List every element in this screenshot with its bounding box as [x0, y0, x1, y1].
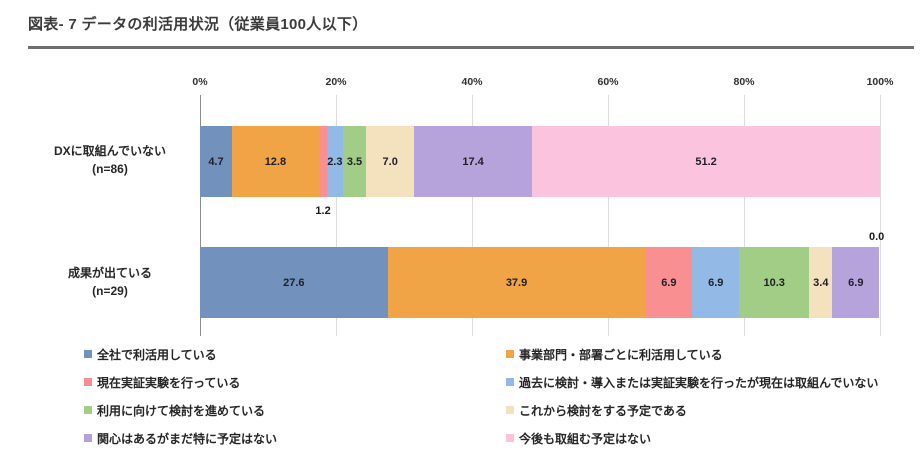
- legend-marker: [506, 434, 514, 442]
- legend: 全社で利活用している現在実証実験を行っている利用に向けて検討を進めている 関心はあ…: [0, 340, 923, 460]
- segment-value-label: 3.5: [346, 155, 363, 168]
- segment-value-label: 6.9: [661, 276, 677, 289]
- x-axis-tick-label: 100%: [866, 76, 894, 88]
- bar-segment: 6.9: [645, 247, 693, 318]
- bar-segment: 2.3: [327, 126, 343, 197]
- legend-item: これから検討をする予定である: [506, 396, 878, 424]
- bar-segment: 12.8: [231, 126, 319, 197]
- segment-value-label: 10.3: [763, 276, 785, 289]
- legend-marker: [84, 350, 92, 358]
- bar-segment: 10.3: [739, 247, 810, 318]
- stacked-bar: 27.6 37.9 6.9 6.9 10.3 3.4 6.9: [200, 247, 880, 318]
- stacked-bar: 4.7 12.8 2.3 3.5 7.0 17.4 51.2: [200, 126, 881, 197]
- legend-label: 現在実証実験を行っている: [97, 375, 241, 390]
- legend-item: 過去に検討・導入または実証実験を行ったが現在は取組んでいない: [506, 368, 878, 396]
- gridline: [336, 95, 337, 336]
- segment-value-label: 3.4: [813, 276, 829, 289]
- bar-segment: 51.2: [532, 126, 881, 197]
- legend-column: 事業部門・部署ごとに利活用している過去に検討・導入または実証実験を行ったが現在は…: [506, 340, 878, 452]
- bar-segment: 27.6: [200, 247, 388, 318]
- outside-value-label: 0.0: [868, 231, 885, 243]
- legend-label: 今後も取組む予定はない: [519, 431, 652, 446]
- legend-label: 事業部門・部署ごとに利活用している: [519, 347, 723, 362]
- legend-label: 関心はあるがまだ特に予定はない: [97, 431, 278, 446]
- category-n-count: (n=86): [92, 162, 128, 176]
- x-axis-tick-label: 40%: [461, 76, 483, 88]
- segment-value-label: 4.7: [208, 155, 224, 168]
- category-label: DXに取組んでいない (n=86): [28, 142, 192, 178]
- x-axis-tick-label: 80%: [733, 76, 755, 88]
- title-underline: [28, 46, 914, 49]
- category-n-count: (n=29): [92, 284, 128, 298]
- page-title: 図表- 7 データの利活用状況（従業員100人以下）: [28, 16, 368, 33]
- legend-marker: [84, 434, 92, 442]
- segment-value-label: 51.2: [695, 155, 717, 168]
- legend-label: 過去に検討・導入または実証実験を行ったが現在は取組んでいない: [519, 375, 879, 390]
- bar-segment: 3.5: [342, 126, 367, 197]
- x-axis-tick-label: 0%: [192, 76, 208, 88]
- legend-column: 全社で利活用している現在実証実験を行っている利用に向けて検討を進めている 関心はあ…: [84, 340, 277, 452]
- y-axis-line: [200, 95, 201, 336]
- legend-label: 利用に向けて検討を進めている: [97, 403, 266, 418]
- legend-marker: [84, 378, 92, 386]
- legend-marker: [84, 406, 92, 414]
- legend-item: 事業部門・部署ごとに利活用している: [506, 340, 878, 368]
- legend-item: 現在実証実験を行っている: [84, 368, 277, 396]
- bar-segment: [318, 126, 328, 197]
- segment-value-label: 27.6: [283, 276, 305, 289]
- category-label: 成果が出ている (n=29): [28, 264, 192, 300]
- category-name: 成果が出ている: [67, 266, 152, 280]
- x-axis-tick-label: 60%: [597, 76, 619, 88]
- gridline: [608, 95, 609, 336]
- bar-segment: 37.9: [387, 247, 646, 318]
- gridline: [472, 95, 473, 336]
- bar-segment: 7.0: [366, 126, 414, 197]
- category-name: DXに取組んでいない: [53, 144, 167, 158]
- segment-value-label: 6.9: [848, 276, 864, 289]
- segment-value-label: 37.9: [505, 276, 528, 289]
- legend-label: 全社で利活用している: [97, 347, 217, 362]
- segment-value-label: 6.9: [708, 276, 724, 289]
- bar-segment: 6.9: [832, 247, 880, 318]
- plot-area: 0% 20% 40% 60% 80% 100% 4.7 12.8 2.3 3.5 7.0 17.4 51…: [192, 76, 893, 336]
- segment-value-label: 12.8: [264, 155, 287, 168]
- legend-item: 今後も取組む予定はない: [506, 424, 878, 452]
- x-axis-tick-label: 20%: [325, 76, 347, 88]
- segment-value-label: 7.0: [382, 155, 398, 168]
- outside-value-label: 1.2: [315, 205, 331, 217]
- bar-segment: 17.4: [413, 126, 533, 197]
- segment-value-label: 17.4: [462, 155, 484, 168]
- legend-marker: [506, 350, 514, 358]
- bar-segment: 3.4: [809, 247, 833, 318]
- legend-item: 関心はあるがまだ特に予定はない: [84, 424, 277, 452]
- legend-marker: [506, 406, 514, 414]
- gridline: [744, 95, 745, 336]
- legend-label: これから検討をする予定である: [519, 403, 687, 418]
- segment-value-label: 2.3: [327, 155, 343, 168]
- legend-item: 利用に向けて検討を進めている: [84, 396, 277, 424]
- legend-marker: [506, 378, 514, 386]
- legend-item: 全社で利活用している: [84, 340, 277, 368]
- bar-segment: 6.9: [692, 247, 740, 318]
- gridline: [880, 95, 881, 336]
- bar-segment: 4.7: [200, 126, 232, 197]
